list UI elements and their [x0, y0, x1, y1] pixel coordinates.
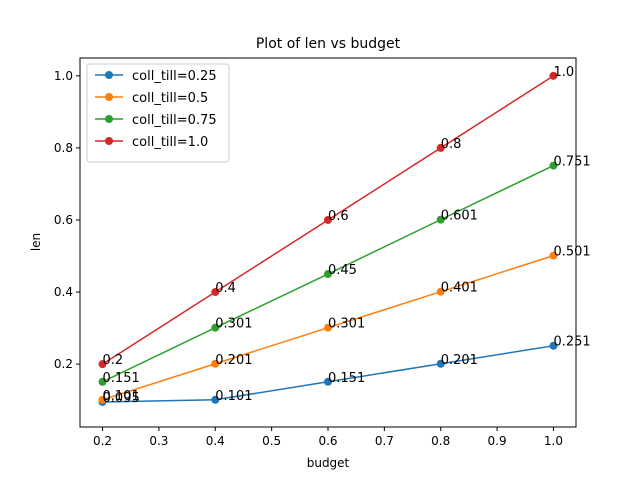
chart-title: Plot of len vs budget — [256, 36, 401, 52]
data-point-s2-4 — [436, 287, 445, 296]
axis-ticks: 0.2 0.3 0.4 0.5 0.6 0.7 0.8 0.9 1.0 0.2 0.4 0.6 0.8 1… — [54, 69, 563, 448]
legend-marker-4 — [105, 137, 113, 145]
data-point-s2-1 — [98, 395, 107, 404]
y-tick-label-3: 0.6 — [54, 213, 73, 227]
data-label-s2-5: 0.501 — [553, 245, 590, 260]
legend-label-4: coll_till=1.0 — [132, 135, 208, 150]
data-point-s1-5 — [549, 341, 558, 350]
data-point-s2-5 — [549, 251, 558, 260]
data-label-s3-4: 0.601 — [441, 209, 478, 224]
plot-area: 0.095 0.1010.1510.2010.2510.1010.2010.301… — [98, 65, 591, 406]
data-label-s4-1: 0.2 — [103, 353, 124, 368]
data-point-s1-2 — [211, 395, 220, 404]
x-tick-label-5: 0.6 — [318, 434, 337, 448]
legend-marker-3 — [105, 115, 113, 123]
data-point-s2-3 — [324, 323, 332, 332]
data-label-s2-1: 0.101 — [103, 389, 140, 404]
data-label-s3-3: 0.45 — [328, 263, 357, 278]
data-label-s2-3: 0.301 — [328, 317, 365, 332]
legend-box — [86, 63, 230, 163]
legend-marker-2 — [105, 93, 113, 101]
y-tick-label-1: 0.2 — [54, 357, 73, 371]
x-tick-label-7: 0.8 — [431, 434, 450, 448]
data-label-s4-2: 0.4 — [215, 281, 236, 296]
legend-label-1: coll_till=0.25 — [132, 69, 217, 84]
data-label-s4-3: 0.6 — [328, 209, 349, 224]
data-label-s4-4: 0.8 — [441, 137, 462, 152]
x-tick-label-2: 0.3 — [149, 434, 168, 448]
data-label-s3-5: 0.751 — [553, 155, 590, 170]
data-point-s4-5 — [549, 71, 558, 80]
data-label-s2-4: 0.401 — [441, 281, 478, 296]
x-tick-label-8: 0.9 — [488, 434, 507, 448]
y-axis-label: len — [29, 233, 43, 251]
data-label-s3-2: 0.301 — [215, 317, 252, 332]
data-point-s4-3 — [324, 215, 332, 224]
data-label-s2-2: 0.201 — [215, 353, 252, 368]
data-point-s3-1 — [98, 377, 107, 386]
data-label-s1-4: 0.201 — [441, 353, 478, 368]
data-label-s1-1: 0.095 — [103, 391, 140, 406]
y-tick-label-5: 1.0 — [54, 69, 73, 83]
y-tick-label-4: 0.8 — [54, 141, 73, 155]
x-tick-label-4: 0.5 — [262, 434, 281, 448]
data-point-s4-2 — [211, 288, 220, 297]
data-point-s1-4 — [436, 359, 445, 368]
data-point-s4-1 — [98, 360, 107, 369]
data-point-s3-4 — [436, 215, 445, 224]
data-label-s1-2: 0.101 — [215, 389, 252, 404]
legend-marker-1 — [105, 71, 113, 79]
x-tick-label-1: 0.2 — [93, 434, 112, 448]
data-point-s2-2 — [211, 359, 220, 368]
data-label-s4-5: 1.0 — [553, 65, 574, 80]
data-label-s1-5: 0.251 — [553, 335, 590, 350]
data-label-s3-1: 0.151 — [103, 371, 140, 386]
y-tick-label-2: 0.4 — [54, 285, 73, 299]
data-point-s3-3 — [324, 270, 332, 279]
data-point-s4-4 — [436, 143, 445, 152]
x-axis-label: budget — [307, 456, 350, 470]
x-tick-label-3: 0.4 — [206, 434, 225, 448]
data-label-s1-3: 0.151 — [328, 371, 365, 386]
data-point-s3-2 — [211, 323, 220, 332]
data-point-s1-3 — [324, 377, 332, 386]
x-tick-label-6: 0.7 — [375, 434, 394, 448]
data-point-s3-5 — [549, 161, 558, 170]
legend: coll_till=0.25 coll_till=0.5 coll_till=0.7… — [86, 63, 230, 163]
legend-label-3: coll_till=0.75 — [132, 113, 217, 128]
x-tick-label-9: 1.0 — [544, 434, 563, 448]
legend-label-2: coll_till=0.5 — [132, 91, 208, 106]
